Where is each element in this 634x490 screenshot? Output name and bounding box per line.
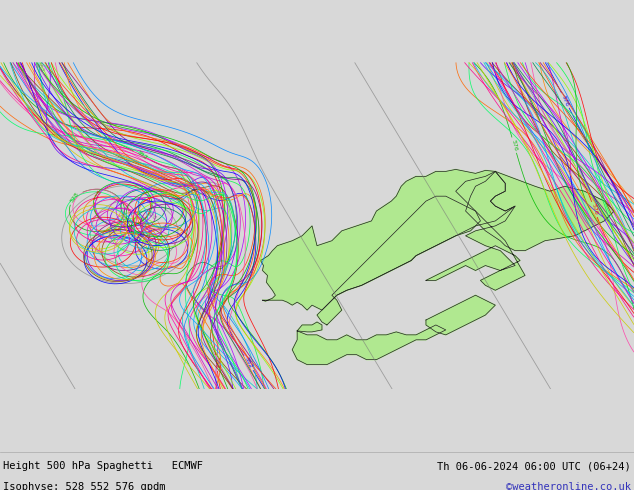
Text: Th 06-06-2024 06:00 UTC (06+24): Th 06-06-2024 06:00 UTC (06+24): [437, 462, 631, 471]
Text: 528: 528: [146, 211, 157, 221]
Polygon shape: [317, 196, 481, 325]
Polygon shape: [465, 172, 614, 251]
Text: 576: 576: [590, 203, 598, 216]
Polygon shape: [426, 172, 525, 290]
Text: Isophyse: 528 552 576 gpdm: Isophyse: 528 552 576 gpdm: [3, 482, 165, 490]
Text: 528: 528: [70, 192, 81, 204]
Text: 528: 528: [93, 189, 103, 201]
Text: Height 500 hPa Spaghetti   ECMWF: Height 500 hPa Spaghetti ECMWF: [3, 462, 203, 471]
Polygon shape: [297, 322, 322, 332]
Text: 552: 552: [244, 357, 253, 369]
Text: 552: 552: [214, 357, 219, 369]
Polygon shape: [426, 295, 495, 335]
Polygon shape: [261, 170, 515, 310]
Text: 576: 576: [510, 139, 518, 151]
Text: ©weatheronline.co.uk: ©weatheronline.co.uk: [506, 482, 631, 490]
Polygon shape: [292, 325, 446, 365]
Text: 576: 576: [561, 94, 570, 107]
Text: 552: 552: [136, 150, 148, 161]
Text: 576: 576: [575, 167, 584, 178]
Text: 528: 528: [135, 231, 146, 244]
Text: 552: 552: [36, 61, 44, 73]
